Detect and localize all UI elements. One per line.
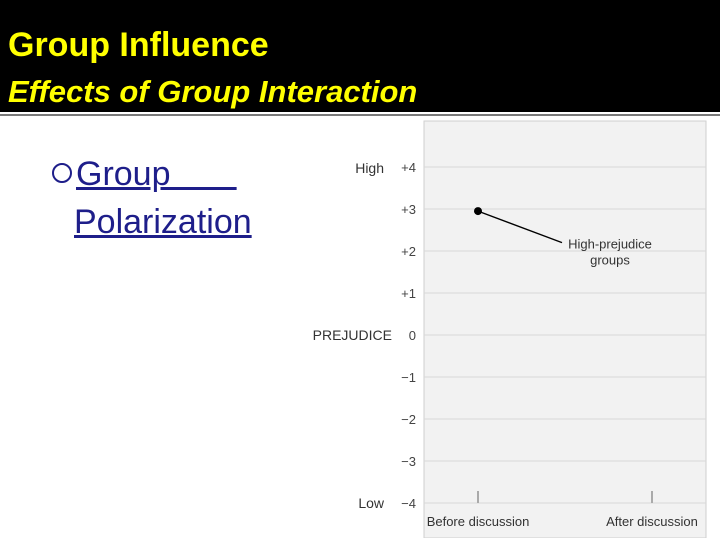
- header-divider: [0, 114, 720, 116]
- x-tick-label: After discussion: [606, 514, 698, 529]
- series-label: High-prejudice: [568, 237, 652, 252]
- plot-area: [423, 120, 707, 538]
- y-tick-label: −2: [401, 412, 416, 427]
- bullet-text-line1: Group: [76, 155, 171, 193]
- bullet-circle-icon: [52, 163, 72, 183]
- series-label: groups: [590, 253, 630, 268]
- data-point-before: [474, 207, 482, 216]
- grid-lines: [424, 166, 706, 504]
- bullet-underline-spacer: [171, 155, 237, 193]
- y-tick-label: −1: [401, 370, 416, 385]
- bullet-item: Group Polarization: [52, 150, 332, 246]
- y-tick-label: +3: [401, 202, 416, 217]
- y-label-low: Low: [358, 495, 385, 511]
- x-tick-label: Before discussion: [427, 514, 530, 529]
- y-tick-label: +2: [401, 244, 416, 259]
- bullet-text-line2: Polarization: [74, 203, 252, 241]
- x-ticks: [477, 491, 653, 503]
- slide-subtitle: Effects of Group Interaction: [8, 74, 418, 109]
- slide-header: Group Influence Effects of Group Interac…: [0, 0, 720, 112]
- y-tick-label: −3: [401, 454, 416, 469]
- y-tick-label: −4: [401, 496, 416, 511]
- y-axis-title: PREJUDICE: [313, 327, 392, 343]
- y-label-high: High: [355, 160, 384, 176]
- y-tick-label: +4: [401, 160, 416, 175]
- y-tick-labels: +4 +3 +2 +1 0 −1 −2 −3 −4: [401, 160, 416, 511]
- y-tick-label: +1: [401, 286, 416, 301]
- slide-title: Group Influence: [8, 26, 269, 64]
- series-line: [477, 210, 563, 244]
- prejudice-chart: +4 +3 +2 +1 0 −1 −2 −3 −4 High Low PREJUDICE Bef…: [313, 120, 707, 538]
- y-tick-label: 0: [409, 328, 416, 343]
- x-tick-labels: Before discussion After discussion: [427, 514, 698, 529]
